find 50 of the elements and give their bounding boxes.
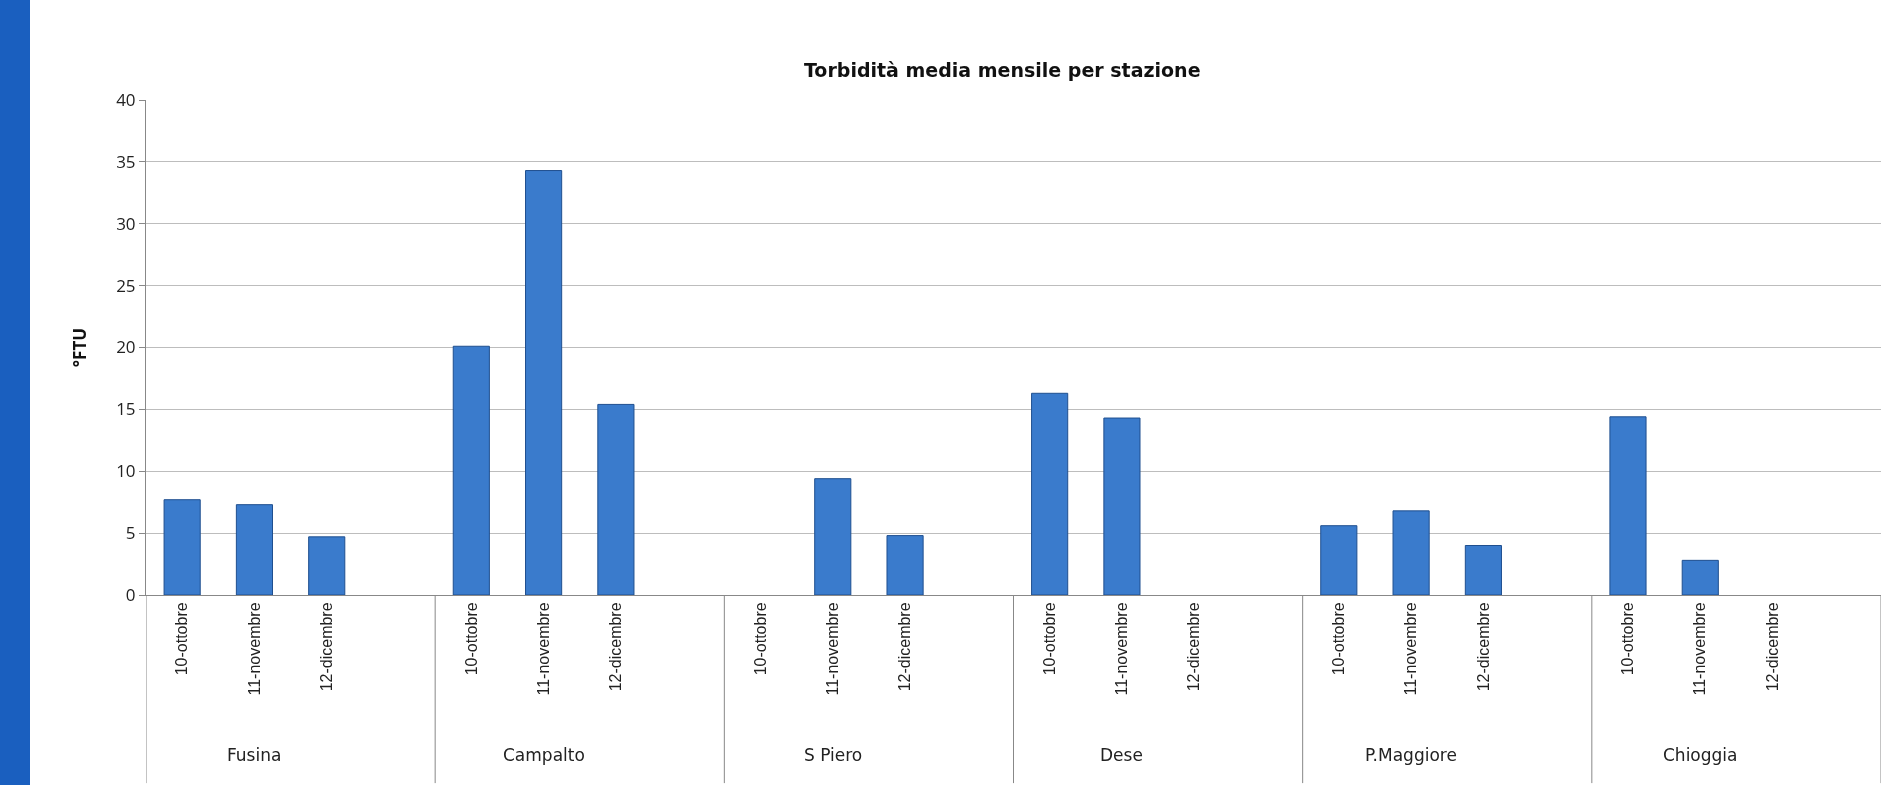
x-tick-label: 12-dicembre [1474,602,1492,692]
x-tick-label: 10-ottobre [1619,602,1637,676]
x-tick-label: 10-ottobre [751,602,769,676]
bar [814,478,852,595]
bar [1031,392,1069,595]
y-tick-label: 10 [116,459,136,483]
x-tick-label: 10-ottobre [173,602,191,676]
x-tick-label: 11-novembre [1402,602,1420,696]
text: Campalto [503,745,585,765]
x-tick-label: 10-ottobre [1330,602,1348,676]
x-tick-label: 11-novembre [823,602,841,696]
x-tick-label: 11-novembre [534,602,552,696]
bar [235,504,274,595]
y-tick-label: 20 [116,335,136,359]
x-tick-label: 11-novembre [245,602,263,696]
y-tick-label: 30 [116,211,136,235]
bar [525,170,563,595]
text: P.Maggiore [1365,745,1457,765]
bar [1464,545,1502,595]
y-tick-label: 5 [125,521,136,545]
bar [1103,417,1141,595]
x-tick-label: 12-dicembre [317,602,335,692]
y-tick-label: 35 [116,149,136,173]
x-tick-label: 12-dicembre [1763,602,1781,692]
chart-title: Torbidità media mensile per stazione [803,59,1201,82]
x-tick-label: 11-novembre [1691,602,1709,696]
x-tick-label: 12-dicembre [1185,602,1203,692]
bar [1320,525,1358,595]
y-tick-label: 40 [116,87,136,111]
y-tick-label: 0 [125,582,136,606]
x-tick-label: 12-dicembre [607,602,625,692]
bar [308,536,346,595]
bar [886,535,924,595]
bar [1681,559,1719,595]
text: S Piero [804,745,863,765]
bar [597,403,635,595]
bar [1392,510,1430,595]
x-tick-label: 11-novembre [1113,602,1131,696]
bar [452,345,490,595]
text: Fusina [227,745,282,765]
text: Chioggia [1663,745,1738,765]
bar [1609,416,1647,595]
y-axis-title: °FTU [67,327,91,368]
y-tick-label: 25 [116,273,136,297]
text: Dese [1100,745,1143,765]
x-tick-label: 12-dicembre [896,602,914,692]
x-tick-label: 10-ottobre [1040,602,1058,676]
y-tick-label: 15 [116,397,136,421]
bar [163,499,201,595]
x-tick-label: 10-ottobre [462,602,480,676]
